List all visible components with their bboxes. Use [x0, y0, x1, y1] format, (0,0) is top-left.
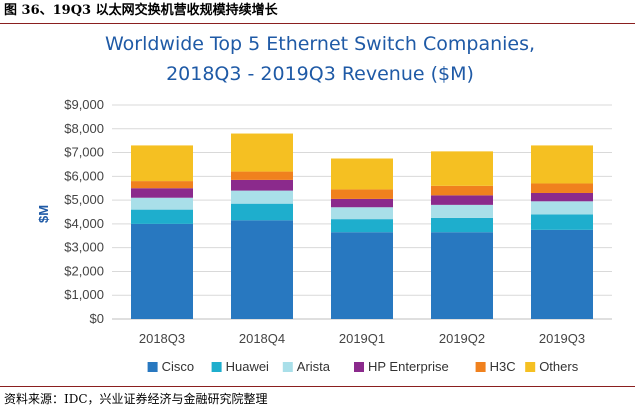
x-tick-label: 2018Q4 — [239, 331, 285, 346]
bar-segment-arista — [331, 207, 393, 220]
bar-segment-cisco — [231, 220, 293, 319]
y-tick-label: $1,000 — [64, 287, 104, 302]
y-tick-label: $0 — [90, 311, 104, 326]
y-axis-label: $M — [36, 205, 51, 223]
legend-label: H3C — [490, 359, 516, 374]
bar-segment-huawei — [231, 203, 293, 221]
bar-segment-huawei — [331, 219, 393, 233]
source-note: 资料来源：IDC，兴业证券经济与金融研究院整理 — [0, 386, 635, 411]
bar-segment-hp-enterprise — [131, 188, 193, 198]
bar-segment-others — [431, 151, 493, 186]
bar-segment-arista — [131, 197, 193, 210]
legend: Cisco Huawei Arista HP Enterprise H3C Others — [147, 359, 579, 374]
legend-swatch — [525, 362, 536, 372]
legend-swatch — [147, 362, 158, 372]
legend-label: Arista — [297, 359, 331, 374]
x-tick-label: 2018Q3 — [139, 331, 185, 346]
bar-segment-hp-enterprise — [431, 195, 493, 205]
bar-segment-others — [531, 145, 593, 184]
y-tick-label: $6,000 — [64, 168, 104, 183]
bar-segment-cisco — [331, 232, 393, 319]
y-tick-label: $5,000 — [64, 192, 104, 207]
bar-segment-arista — [531, 201, 593, 215]
y-tick-label: $9,000 — [64, 97, 104, 112]
legend-swatch — [282, 362, 293, 372]
y-tick-label: $8,000 — [64, 121, 104, 136]
x-tick-label: 2019Q3 — [539, 331, 585, 346]
figure-caption: 图 36、19Q3 以太网交换机营收规模持续增长 — [0, 0, 635, 24]
y-tick-label: $3,000 — [64, 240, 104, 255]
x-axis-ticks: 2018Q3 2018Q4 2019Q1 2019Q2 2019Q3 — [139, 331, 585, 346]
bar-segment-huawei — [431, 217, 493, 233]
bar-segment-cisco — [431, 232, 493, 319]
bar-segment-cisco — [531, 229, 593, 319]
chart-title-line-1: Worldwide Top 5 Ethernet Switch Companie… — [105, 33, 535, 55]
bar-segment-others — [331, 158, 393, 190]
bar-segment-huawei — [531, 214, 593, 230]
legend-label: HP Enterprise — [368, 359, 449, 374]
stacked-bar-chart: Worldwide Top 5 Ethernet Switch Companie… — [36, 33, 612, 374]
y-tick-label: $2,000 — [64, 263, 104, 278]
bar-segment-h3c — [431, 185, 493, 196]
legend-swatch — [354, 362, 364, 372]
bar-segment-h3c — [131, 181, 193, 189]
bar-segment-h3c — [531, 183, 593, 193]
legend-label: Cisco — [162, 359, 195, 374]
bar-segment-huawei — [131, 209, 193, 224]
bar-segment-others — [131, 145, 193, 182]
bar-segment-h3c — [331, 189, 393, 199]
y-tick-label: $7,000 — [64, 145, 104, 160]
bars — [131, 133, 593, 319]
legend-label: Huawei — [226, 359, 269, 374]
bar-segment-hp-enterprise — [331, 198, 393, 208]
x-tick-label: 2019Q1 — [339, 331, 385, 346]
x-tick-label: 2019Q2 — [439, 331, 485, 346]
bar-segment-arista — [431, 204, 493, 218]
y-axis-ticks: $0 $1,000 $2,000 $3,000 $4,000 $5,000 $6,000 $7… — [64, 97, 104, 326]
bar-segment-hp-enterprise — [531, 192, 593, 202]
bar-segment-arista — [231, 190, 293, 204]
legend-swatch — [211, 362, 222, 372]
chart-title-line-2: 2018Q3 - 2019Q3 Revenue ($M) — [166, 63, 474, 85]
legend-swatch — [475, 362, 486, 372]
bar-segment-hp-enterprise — [231, 179, 293, 191]
y-tick-label: $4,000 — [64, 216, 104, 231]
legend-label: Others — [539, 359, 579, 374]
bar-segment-others — [231, 133, 293, 172]
bar-segment-cisco — [131, 223, 193, 319]
bar-segment-h3c — [231, 171, 293, 180]
